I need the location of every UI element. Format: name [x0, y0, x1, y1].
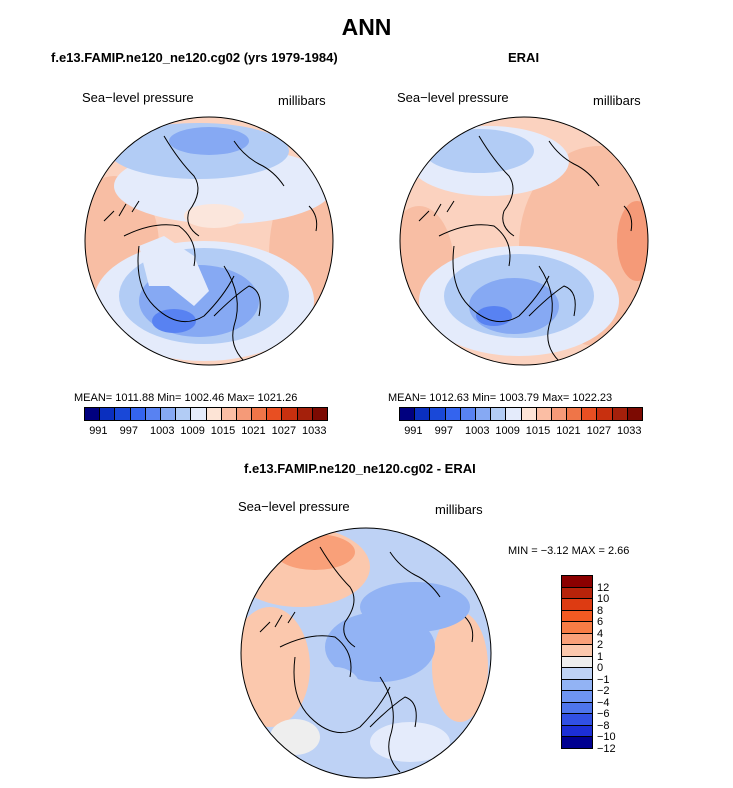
colorbar-tick-label: 1033	[302, 425, 327, 437]
panel1-units-label: millibars	[278, 93, 326, 108]
colorbar-swatch	[266, 407, 283, 421]
panel1-stats: MEAN= 1011.88 Min= 1002.46 Max= 1021.26	[74, 392, 298, 404]
panel1-colorbar-ticks: 991 997 1003 1009 1015 1021 1027 1033	[84, 425, 334, 439]
colorbar-tick-label: 1027	[586, 425, 612, 437]
colorbar-swatch	[296, 407, 313, 421]
colorbar-tick-label: 12	[597, 581, 610, 594]
panel2-units-label: millibars	[593, 93, 641, 108]
colorbar-swatch	[626, 407, 643, 421]
colorbar-swatch	[596, 407, 613, 421]
colorbar-tick-label: 0	[597, 662, 604, 674]
colorbar-tick-label: 8	[597, 604, 604, 617]
colorbar-swatch	[235, 407, 253, 421]
colorbar-swatch	[159, 407, 177, 421]
colorbar-swatch	[190, 407, 207, 421]
colorbar-swatch	[490, 407, 507, 421]
colorbar-swatch	[505, 407, 522, 421]
colorbar-swatch	[281, 407, 298, 421]
colorbar-swatch	[459, 407, 476, 421]
colorbar-tick-label: 1003	[465, 425, 490, 437]
colorbar-tick-label: 1	[597, 650, 604, 663]
colorbar-tick-label: 997	[434, 425, 453, 437]
colorbar-swatch	[444, 407, 461, 421]
panel3-units-label: millibars	[435, 502, 483, 517]
colorbar-tick-label: 991	[89, 425, 108, 437]
colorbar-tick-label: −10	[597, 731, 616, 743]
colorbar-tick-label: 1021	[241, 425, 266, 437]
colorbar-tick-label: −4	[597, 696, 610, 709]
colorbar-tick-label: 991	[404, 425, 423, 437]
colorbar-tick-label: −2	[597, 685, 610, 697]
colorbar-tick-label: 1027	[271, 425, 297, 437]
colorbar-tick-label: 6	[597, 616, 604, 628]
panel1-title: f.e13.FAMIP.ne120_ne120.cg02 (yrs 1979-1…	[51, 50, 338, 65]
colorbar-tick-label: −12	[597, 742, 616, 755]
panel2-colorbar	[399, 407, 643, 421]
colorbar-swatch	[99, 407, 116, 421]
colorbar-tick-label: 1021	[556, 425, 581, 437]
colorbar-tick-label: 1015	[210, 425, 236, 437]
colorbar-swatch	[311, 407, 328, 421]
colorbar-swatch	[535, 407, 552, 421]
panel2-map	[399, 116, 649, 366]
panel2-title: ERAI	[508, 50, 540, 65]
colorbar-tick-label: 1003	[150, 425, 175, 437]
panel3-variable-label: Sea−level pressure	[238, 499, 350, 514]
colorbar-tick-label: 2	[597, 639, 604, 651]
colorbar-tick-label: 4	[597, 627, 604, 640]
colorbar-swatch	[429, 407, 446, 421]
colorbar-swatch	[129, 407, 146, 421]
colorbar-swatch	[611, 407, 628, 421]
colorbar-swatch	[566, 407, 583, 421]
panel3-map	[240, 527, 492, 779]
colorbar-swatch	[399, 407, 416, 421]
panel1-colorbar	[84, 407, 328, 421]
colorbar-tick-label: −8	[597, 719, 610, 732]
colorbar-tick-label: 1015	[525, 425, 551, 437]
panel2-stats: MEAN= 1012.63 Min= 1003.79 Max= 1022.23	[388, 392, 613, 404]
colorbar-swatch	[414, 407, 431, 421]
panel3-stats: MIN = −3.12 MAX = 2.66	[508, 545, 630, 557]
colorbar-tick-label: 1009	[495, 425, 520, 437]
figure-title: ANN	[341, 14, 392, 40]
colorbar-swatch	[474, 407, 492, 421]
colorbar-swatch	[175, 407, 192, 421]
colorbar-swatch	[581, 407, 598, 421]
panel1-map	[84, 116, 334, 366]
colorbar-tick-label: 10	[597, 593, 610, 605]
colorbar-swatch	[114, 407, 131, 421]
colorbar-swatch	[251, 407, 268, 421]
colorbar-tick-label: 1009	[180, 425, 205, 437]
colorbar-swatch	[520, 407, 537, 421]
panel1-variable-label: Sea−level pressure	[82, 90, 194, 105]
panel3-title: f.e13.FAMIP.ne120_ne120.cg02 - ERAI	[244, 461, 476, 476]
panel2-colorbar-ticks: 991 997 1003 1009 1015 1021 1027 1033	[399, 425, 649, 439]
colorbar-swatch	[205, 407, 222, 421]
colorbar-swatch	[84, 407, 101, 421]
colorbar-tick-label: −6	[597, 708, 610, 720]
colorbar-tick-label: 997	[119, 425, 138, 437]
panel2-variable-label: Sea−level pressure	[397, 90, 509, 105]
colorbar-swatch	[550, 407, 568, 421]
colorbar-swatch	[220, 407, 237, 421]
colorbar-tick-label: −1	[597, 673, 610, 686]
colorbar-swatch	[561, 736, 593, 749]
panel3-colorbar	[561, 575, 593, 749]
colorbar-tick-label: 1033	[617, 425, 642, 437]
colorbar-swatch	[144, 407, 161, 421]
